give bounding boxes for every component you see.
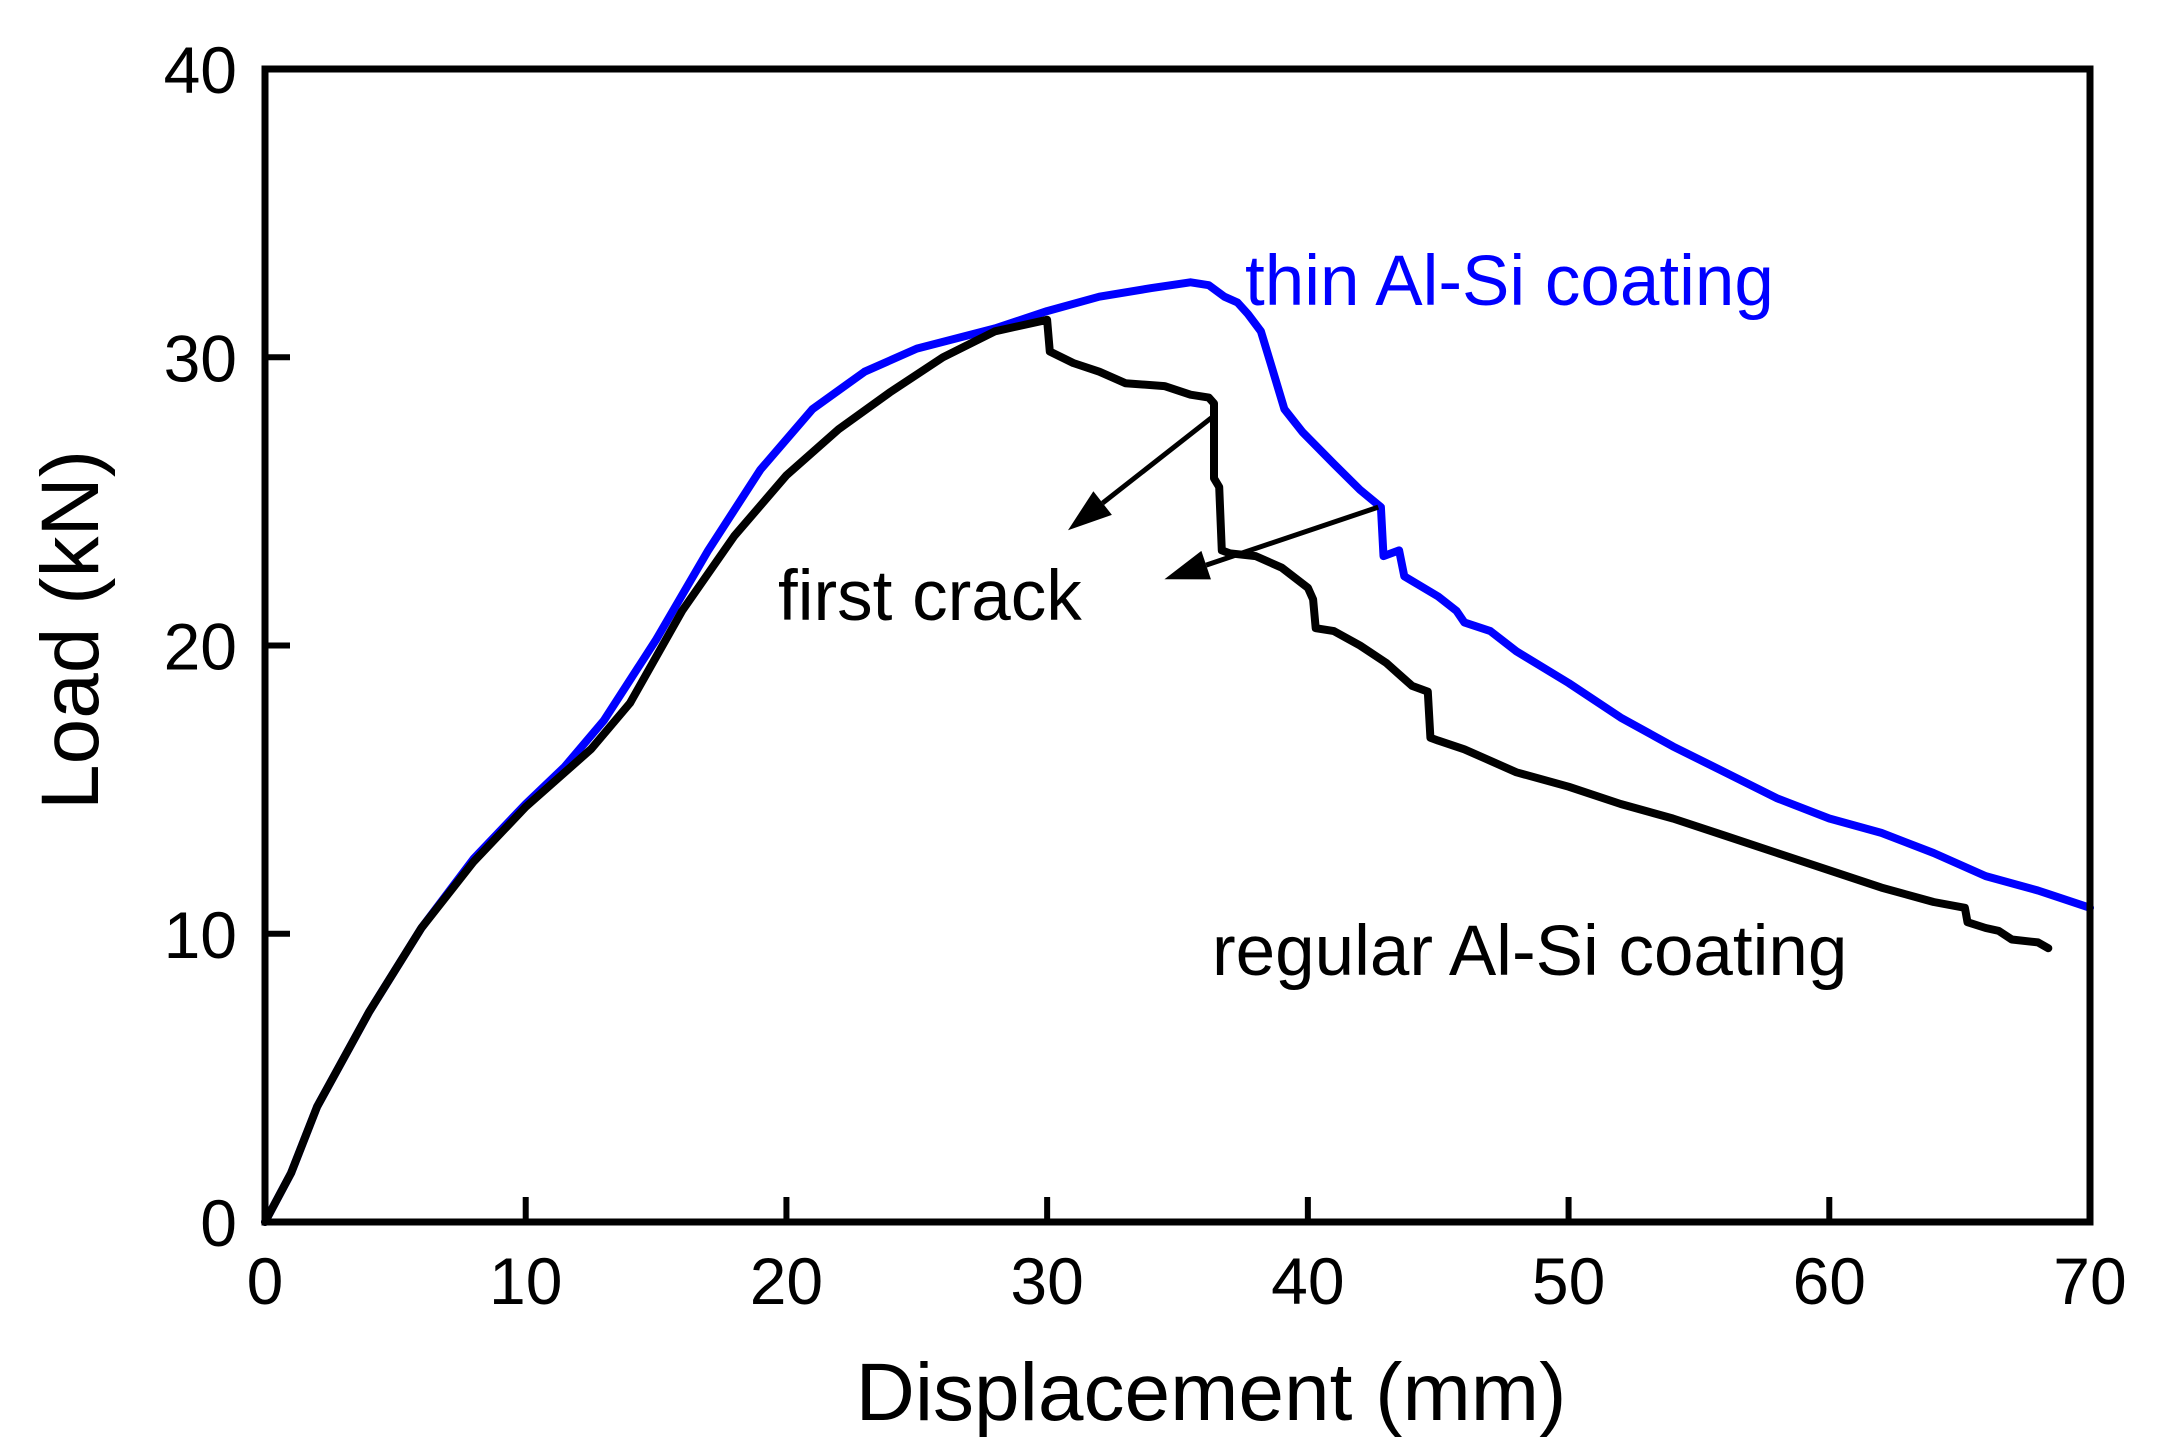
first-crack-arrow-head: [1068, 491, 1112, 531]
y-tick-label: 40: [164, 33, 237, 107]
y-tick-label: 30: [164, 321, 237, 395]
x-tick-label: 50: [1532, 1244, 1605, 1318]
first-crack-arrow-head: [1164, 550, 1211, 580]
tick-layer: 0 10 20 30 40 50 60 70 0 10 20 30 40: [164, 33, 2127, 1318]
first-crack-label: first crack: [778, 557, 1082, 636]
y-tick-label: 20: [164, 610, 237, 684]
first-crack-arrow-shaft: [1101, 415, 1213, 506]
x-tick-label: 0: [247, 1244, 284, 1318]
y-tick-label: 10: [164, 898, 237, 972]
y-tick-label: 0: [200, 1186, 237, 1260]
arrow-layer: [1068, 415, 1380, 580]
thin-coating-label: thin Al-Si coating: [1245, 242, 1774, 321]
x-tick-label: 40: [1271, 1244, 1344, 1318]
x-tick-label: 30: [1010, 1244, 1083, 1318]
y-axis-label: Load (kN): [25, 450, 116, 810]
x-tick-label: 70: [2053, 1244, 2126, 1318]
x-tick-label: 10: [489, 1244, 562, 1318]
regular-coating-label: regular Al-Si coating: [1212, 912, 1847, 991]
x-tick-label: 20: [750, 1244, 823, 1318]
series-layer: [261, 278, 2094, 1226]
x-tick-label: 60: [1793, 1244, 1866, 1318]
regular-coating-line: [261, 315, 2053, 1226]
first-crack-arrow-shaft: [1205, 504, 1380, 568]
x-axis-label: Displacement (mm): [856, 1347, 1567, 1438]
thin-coating-line: [261, 278, 2094, 1226]
